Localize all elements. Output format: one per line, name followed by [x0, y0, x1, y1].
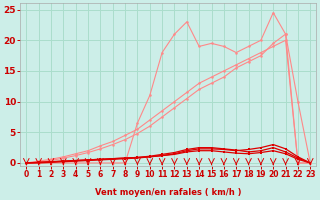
X-axis label: Vent moyen/en rafales ( km/h ): Vent moyen/en rafales ( km/h ) [95, 188, 242, 197]
